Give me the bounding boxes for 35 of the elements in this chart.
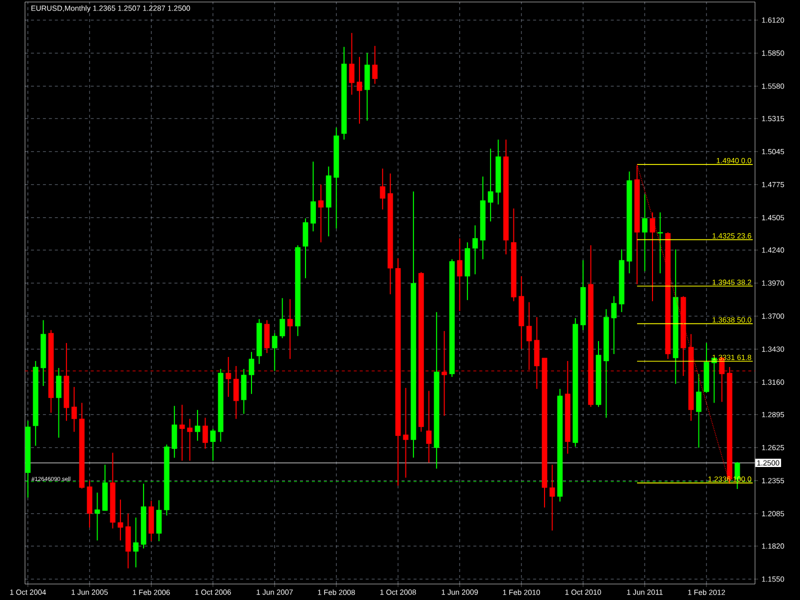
- candlestick: [426, 390, 432, 464]
- candlestick: [611, 296, 617, 355]
- candlestick: [71, 386, 77, 432]
- candlestick: [318, 184, 324, 243]
- candlestick: [349, 32, 354, 96]
- candlestick: [156, 500, 162, 542]
- candlestick: [310, 161, 316, 232]
- candlestick: [372, 45, 378, 84]
- candlestick: [94, 492, 100, 541]
- candlestick: [696, 373, 702, 448]
- candlestick: [650, 212, 656, 302]
- candlestick: [380, 168, 386, 210]
- candlestick: [488, 148, 494, 222]
- candlestick: [264, 320, 270, 354]
- candlestick: [280, 298, 286, 339]
- candlestick: [194, 409, 200, 442]
- candlestick: [457, 238, 462, 312]
- candlestick: [658, 212, 663, 274]
- candlestick: [202, 417, 208, 450]
- candlestick: [550, 464, 555, 532]
- candlestick: [356, 56, 362, 124]
- candlestick: [172, 405, 178, 458]
- candlestick: [287, 298, 293, 360]
- candlestick: [56, 367, 62, 438]
- candlestick: [302, 218, 308, 279]
- candlestick: [642, 194, 648, 272]
- candlestick: [179, 404, 185, 462]
- candlestick: [248, 351, 254, 394]
- candlestick: [403, 387, 408, 478]
- candlestick: [210, 428, 216, 462]
- candlestick: [272, 332, 278, 372]
- candlestick: [187, 418, 193, 462]
- candlestick: [133, 517, 139, 568]
- candlestick: [472, 224, 478, 275]
- candlestick: [118, 499, 124, 541]
